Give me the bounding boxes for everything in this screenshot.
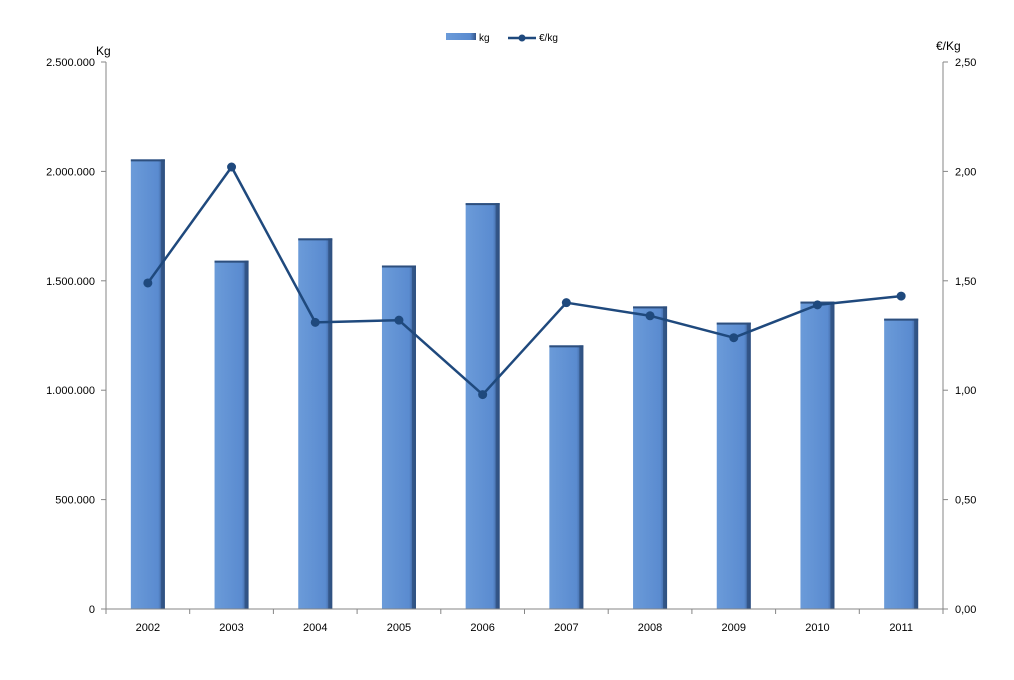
legend-label-price: €/kg	[539, 33, 558, 44]
y2-tick-label: 2,50	[955, 57, 976, 69]
bar-top-edge	[214, 260, 249, 263]
bar-body	[800, 301, 835, 609]
y-tick-label: 500.000	[55, 495, 95, 507]
bar-body	[130, 159, 165, 609]
bar-2010	[800, 301, 835, 609]
x-tick-label-2003: 2003	[219, 622, 243, 634]
x-tick-label-2002: 2002	[136, 622, 160, 634]
x-tick-label-2008: 2008	[638, 622, 662, 634]
bar-side-shadow	[830, 301, 835, 609]
y-tick-label: 2.500.000	[46, 57, 95, 69]
x-tick-label-2011: 2011	[889, 622, 913, 634]
line-point-2006	[478, 390, 488, 400]
bar-top-edge	[633, 306, 668, 309]
y-tick-label: 1.500.000	[46, 276, 95, 288]
line-point-2003	[227, 162, 237, 172]
legend-swatch-marker	[518, 34, 526, 42]
bar-body	[549, 345, 584, 609]
x-tick-label-2006: 2006	[470, 622, 494, 634]
line-point-2007	[561, 298, 571, 308]
bar-side-shadow	[160, 159, 165, 609]
x-tick-label-2007: 2007	[554, 622, 578, 634]
y-axis-title: Kg	[96, 44, 111, 58]
bar-2003	[214, 260, 249, 609]
bar-side-shadow	[663, 306, 668, 609]
line-point-2011	[896, 291, 906, 301]
y2-axis-title: €/Kg	[936, 39, 961, 53]
bar-body	[633, 306, 668, 609]
bar-body	[465, 203, 500, 609]
x-tick-label-2009: 2009	[722, 622, 746, 634]
y-tick-label: 2.000.000	[46, 166, 95, 178]
line-series-price	[146, 165, 902, 396]
bar-side-shadow	[495, 203, 500, 609]
bar-2006	[465, 203, 500, 609]
y-tick-label: 1.000.000	[46, 385, 95, 397]
line-point-2005	[394, 315, 404, 325]
bar-2002	[130, 159, 165, 609]
y2-tick-label: 1,50	[955, 276, 976, 288]
bar-2008	[633, 306, 668, 609]
y2-tick-label: 1,00	[955, 385, 976, 397]
line-point-2010	[812, 300, 822, 310]
bar-2011	[884, 318, 919, 609]
y2-tick-label: 2,00	[955, 166, 976, 178]
bar-top-edge	[884, 318, 919, 321]
x-tick-label-2004: 2004	[303, 622, 327, 634]
line-point-2002	[143, 278, 153, 288]
bar-top-edge	[381, 265, 416, 268]
bar-side-shadow	[328, 238, 333, 610]
bar-top-edge	[298, 238, 333, 241]
y2-tick-label: 0,50	[955, 495, 976, 507]
line-point-2009	[729, 333, 739, 343]
bar-side-shadow	[411, 265, 416, 609]
legend-label-kg: kg	[479, 33, 490, 44]
line-point-2004	[310, 317, 320, 327]
bar-top-edge	[130, 159, 165, 162]
bar-2007	[549, 345, 584, 609]
legend-swatch-kg	[446, 33, 476, 40]
bar-top-edge	[716, 322, 751, 325]
bar-side-shadow	[244, 260, 249, 609]
bar-top-edge	[465, 203, 500, 206]
y-tick-label: 0	[89, 604, 95, 616]
bar-side-shadow	[746, 322, 751, 609]
bar-side-shadow	[579, 345, 584, 609]
x-tick-label-2005: 2005	[387, 622, 411, 634]
line-point-2008	[645, 311, 655, 321]
bar-body	[214, 260, 249, 609]
bar-body	[298, 238, 333, 610]
bar-top-edge	[549, 345, 584, 348]
bar-body	[884, 318, 919, 609]
x-tick-label-2010: 2010	[805, 622, 829, 634]
bar-2004	[298, 238, 333, 610]
y2-tick-label: 0,00	[955, 604, 976, 616]
bar-side-shadow	[914, 318, 919, 609]
bar-2009	[716, 322, 751, 609]
bar-body	[716, 322, 751, 609]
